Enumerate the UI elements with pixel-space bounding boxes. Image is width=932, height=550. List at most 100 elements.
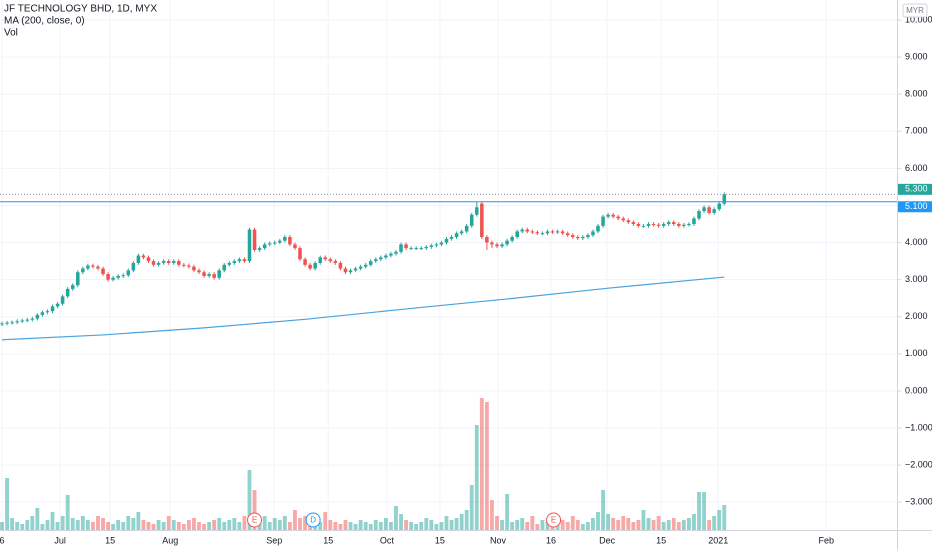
event-label: E: [551, 516, 556, 525]
candle-body: [323, 257, 328, 260]
volume-bar: [591, 518, 595, 530]
volume-bar: [131, 518, 136, 530]
price-label-box: [898, 201, 932, 213]
moving-average: [1, 276, 725, 341]
volume-bar: [636, 520, 641, 530]
y-tick-label: 1.000: [905, 348, 928, 358]
axes: 10.0009.0008.0007.0006.0005.0004.0003.00…: [0, 14, 932, 545]
volume-bar: [277, 520, 282, 530]
volume-bar: [262, 516, 267, 530]
indicator-label: MA (200, close, 0): [4, 16, 85, 27]
volume-bar: [212, 520, 217, 530]
candle-body: [429, 245, 434, 248]
candle-body: [222, 264, 227, 271]
candle-body: [131, 262, 136, 271]
candle-body: [65, 288, 70, 297]
candle-body: [550, 231, 555, 233]
candle-body: [697, 211, 701, 219]
y-tick-label: −2.000: [905, 459, 932, 469]
candle-body: [197, 270, 201, 273]
y-tick-label: −3.000: [905, 497, 932, 507]
candle-body: [717, 203, 721, 210]
volume-bar: [10, 518, 15, 530]
volume-bar: [611, 518, 616, 530]
x-tick-label: 2021: [708, 535, 728, 545]
volume-bar: [555, 524, 560, 530]
candle-body: [81, 268, 85, 273]
candle-body: [247, 229, 252, 262]
x-tick-label: Aug: [162, 535, 178, 545]
candle-body: [641, 225, 646, 227]
candle-body: [409, 248, 413, 250]
candle-body: [596, 225, 600, 232]
price-label: 5.100: [905, 201, 928, 211]
volume-bar: [80, 516, 85, 530]
volume-bar: [479, 398, 484, 530]
candle-body: [333, 261, 338, 263]
candle-body: [278, 240, 282, 243]
candle-body: [116, 275, 120, 278]
volume-bar: [186, 520, 191, 530]
candle-body: [449, 236, 454, 239]
volume-bar: [722, 505, 727, 530]
chart-title: JF TECHNOLOGY BHD, 1D, MYX: [4, 4, 157, 15]
candle-body: [646, 224, 651, 226]
candle-body: [111, 277, 115, 280]
volume-bar: [106, 522, 111, 530]
candle-body: [237, 259, 242, 262]
currency-box[interactable]: [902, 3, 928, 18]
volume-bar: [287, 522, 292, 530]
volume-bar: [399, 514, 403, 530]
candle-body: [30, 318, 35, 320]
volume-bar: [378, 522, 383, 530]
candle-body: [444, 238, 449, 243]
volume-bar: [596, 512, 600, 530]
volume-bar: [60, 516, 65, 530]
price-label-box: [898, 183, 932, 195]
volume-bar: [585, 522, 590, 530]
candle-body: [318, 257, 322, 263]
volume-bar: [681, 520, 686, 530]
volume-bar: [449, 520, 454, 530]
candle-body: [404, 244, 408, 249]
volume-bar: [0, 522, 4, 530]
volume-bar: [484, 402, 489, 530]
volume-bar: [454, 518, 459, 530]
volume-bar: [348, 522, 353, 530]
candle-body: [545, 231, 550, 234]
volume-bar: [5, 478, 9, 530]
x-tick-label: 16: [546, 535, 556, 545]
volume-bar: [601, 490, 605, 530]
volume-bar: [651, 520, 656, 530]
volume-bar: [232, 518, 237, 530]
volume-bar: [272, 518, 277, 530]
volume-bar: [303, 516, 307, 530]
candle-body: [515, 231, 519, 237]
volume-bar: [671, 518, 676, 530]
volume-bar: [383, 518, 388, 530]
volume-bar: [197, 522, 201, 530]
volume-bar: [404, 520, 408, 530]
event-marker: [546, 512, 562, 528]
candle-body: [313, 262, 317, 269]
candle-body: [25, 319, 30, 321]
volume-bar: [510, 522, 515, 530]
volume-bar: [712, 516, 717, 530]
candle-body: [510, 236, 514, 241]
candle-body: [267, 243, 272, 245]
volume-bar: [490, 500, 494, 530]
candle-body: [677, 224, 681, 226]
volume-bar: [641, 510, 646, 530]
candle-body: [576, 236, 580, 239]
candle-body: [10, 322, 14, 324]
candle-body: [86, 265, 90, 269]
candle-body: [611, 214, 615, 217]
candle-body: [35, 314, 40, 319]
volume-bar: [65, 495, 70, 530]
volume-bar: [646, 518, 651, 530]
event-marker: [247, 512, 263, 528]
candle-body: [424, 247, 429, 249]
volume-bar: [676, 522, 681, 530]
volume-bar: [161, 522, 166, 530]
